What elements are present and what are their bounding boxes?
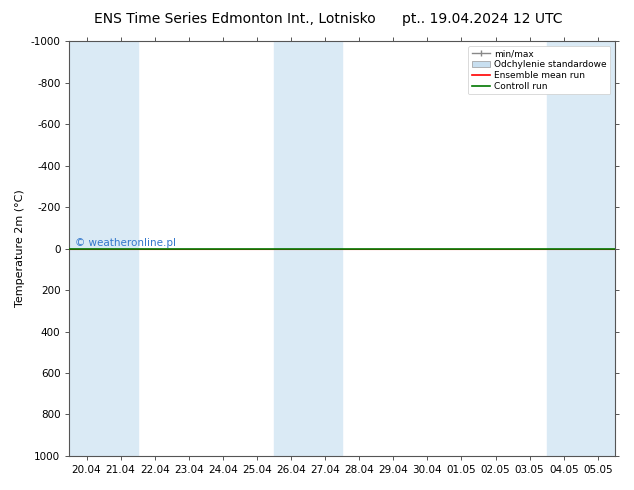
Y-axis label: Temperature 2m (°C): Temperature 2m (°C): [15, 190, 25, 307]
Bar: [547, 41, 615, 456]
Text: © weatheronline.pl: © weatheronline.pl: [75, 238, 176, 248]
Bar: [70, 41, 138, 456]
Legend: min/max, Odchylenie standardowe, Ensemble mean run, Controll run: min/max, Odchylenie standardowe, Ensembl…: [468, 46, 611, 95]
Text: ENS Time Series Edmonton Int., Lotnisko: ENS Time Series Edmonton Int., Lotnisko: [94, 12, 375, 26]
Bar: [274, 41, 342, 456]
Text: pt.. 19.04.2024 12 UTC: pt.. 19.04.2024 12 UTC: [401, 12, 562, 26]
